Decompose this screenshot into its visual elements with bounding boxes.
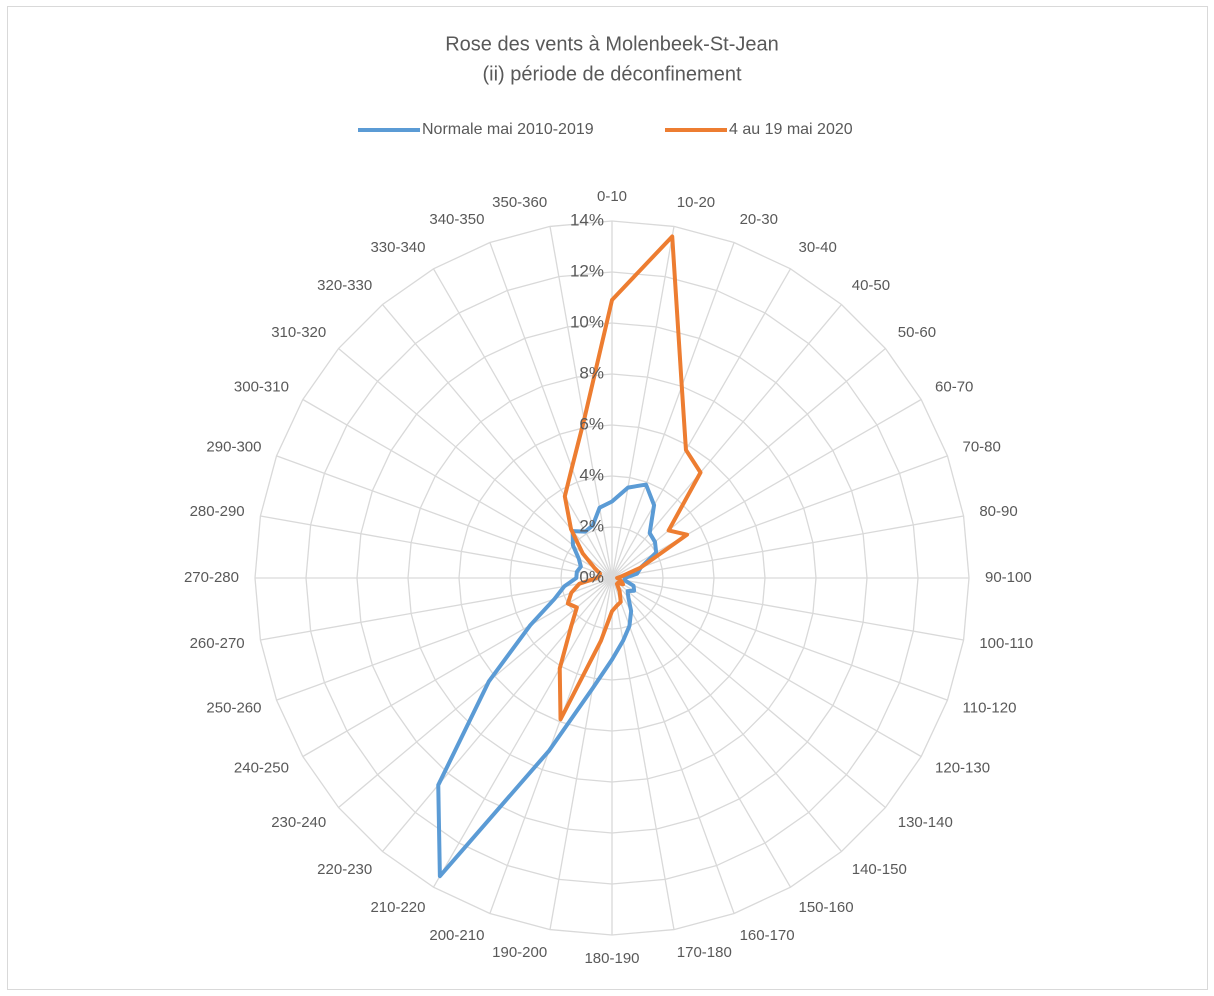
- spoke: [432, 268, 613, 579]
- spoke: [611, 348, 886, 579]
- category-label: 130-140: [898, 814, 953, 831]
- r-tick-label: 6%: [579, 414, 604, 433]
- category-label: 140-150: [852, 861, 907, 878]
- spoke: [260, 577, 613, 641]
- spoke: [338, 577, 613, 808]
- category-label: 160-170: [740, 927, 795, 944]
- category-label: 350-360: [492, 194, 547, 211]
- spoke: [611, 577, 842, 852]
- spoke: [611, 226, 675, 579]
- category-label: 70-80: [963, 439, 1001, 456]
- r-tick-label: 0%: [579, 567, 604, 586]
- r-tick-label: 4%: [579, 465, 604, 484]
- chart-title: Rose des vents à Molenbeek-St-Jean: [445, 33, 779, 55]
- series-line: [436, 482, 659, 879]
- spoke: [611, 577, 735, 914]
- chart-subtitle: (ii) période de déconfinement: [482, 63, 741, 85]
- category-label: 60-70: [935, 378, 973, 395]
- category-label: 210-220: [370, 899, 425, 916]
- category-label: 0-10: [597, 188, 627, 205]
- r-tick-label: 10%: [570, 312, 604, 331]
- spoke: [611, 268, 792, 579]
- legend-label: 4 au 19 mai 2020: [729, 121, 853, 138]
- series-line: [557, 234, 703, 722]
- r-tick-label: 14%: [570, 210, 604, 229]
- legend-label: Normale mai 2010-2019: [422, 121, 594, 138]
- category-label: 20-30: [740, 211, 778, 228]
- spoke: [611, 577, 922, 758]
- r-tick-label: 8%: [579, 363, 604, 382]
- category-label: 90-100: [985, 569, 1032, 586]
- category-label: 280-290: [190, 503, 245, 520]
- category-label: 190-200: [492, 944, 547, 961]
- category-label: 170-180: [677, 944, 732, 961]
- category-label: 180-190: [584, 950, 639, 967]
- category-label: 100-110: [979, 635, 1033, 652]
- spoke: [276, 455, 613, 579]
- category-label: 10-20: [677, 194, 715, 211]
- spoke: [611, 515, 964, 579]
- category-label: 300-310: [234, 378, 289, 395]
- spoke: [489, 242, 613, 579]
- spoke: [611, 242, 735, 579]
- category-label: 120-130: [935, 759, 990, 776]
- spoke: [611, 577, 886, 808]
- spoke: [611, 455, 948, 579]
- spoke: [432, 577, 613, 888]
- category-label: 80-90: [979, 503, 1017, 520]
- category-label: 150-160: [799, 899, 854, 916]
- category-label: 240-250: [234, 759, 289, 776]
- category-label: 260-270: [190, 635, 245, 652]
- spoke: [611, 398, 922, 579]
- spoke: [549, 226, 613, 579]
- spoke: [302, 577, 613, 758]
- r-tick-label: 12%: [570, 261, 604, 280]
- category-label: 320-330: [317, 277, 372, 294]
- category-label: 290-300: [206, 439, 261, 456]
- category-label: 250-260: [206, 699, 261, 716]
- category-label: 230-240: [271, 814, 326, 831]
- spoke: [611, 577, 792, 888]
- category-label: 220-230: [317, 861, 372, 878]
- category-label: 40-50: [852, 277, 890, 294]
- category-label: 270-280: [184, 569, 239, 586]
- spoke: [260, 515, 613, 579]
- category-label: 340-350: [429, 211, 484, 228]
- spoke: [611, 577, 964, 641]
- r-tick-label: 2%: [579, 516, 604, 535]
- spoke: [302, 398, 613, 579]
- chart-frame: [7, 6, 1208, 990]
- spoke: [338, 348, 613, 579]
- spoke: [611, 577, 675, 930]
- spoke: [611, 577, 948, 701]
- category-label: 30-40: [799, 239, 837, 256]
- category-label: 110-120: [963, 699, 1017, 716]
- category-label: 200-210: [429, 927, 484, 944]
- category-label: 50-60: [898, 324, 936, 341]
- category-label: 330-340: [370, 239, 425, 256]
- category-label: 310-320: [271, 324, 326, 341]
